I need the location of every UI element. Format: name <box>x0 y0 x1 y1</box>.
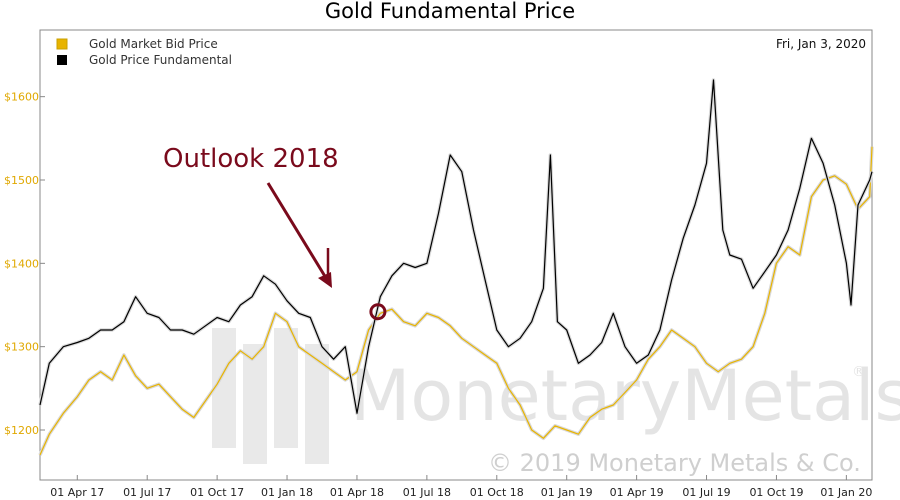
date-label: Fri, Jan 3, 2020 <box>776 37 866 51</box>
y-axis: $1200 $1300 $1400 $1500 $1600 <box>4 91 45 437</box>
legend-label-fundamental: Gold Price Fundamental <box>89 53 232 67</box>
x-tick-label: 01 Jan 18 <box>261 486 313 499</box>
watermark: MonetaryMetals ® <box>212 328 900 464</box>
watermark-brand: MonetaryMetals <box>350 355 900 437</box>
x-tick-label: 01 Jan 20 <box>820 486 872 499</box>
series-lines <box>38 78 874 456</box>
legend: Gold Market Bid Price Gold Price Fundame… <box>56 37 232 67</box>
annotation-text: Outlook 2018 <box>163 144 339 174</box>
legend-swatch-fundamental <box>57 55 67 65</box>
legend-swatch-bid <box>56 38 68 50</box>
y-tick-label: $1200 <box>4 424 39 437</box>
watermark-registered: ® <box>852 364 866 380</box>
plot-area <box>39 29 873 481</box>
annotation-arrow <box>266 182 328 279</box>
watermark-copyright: © 2019 Monetary Metals & Co. <box>488 449 861 477</box>
x-axis: 01 Apr 17 01 Jul 17 01 Oct 17 01 Jan 18 01 A… <box>50 475 872 499</box>
x-tick-label: 01 Jul 17 <box>123 486 171 499</box>
annotation: Outlook 2018 <box>163 144 387 321</box>
x-tick-label: 01 Apr 19 <box>610 486 664 499</box>
x-tick-label: 01 Apr 18 <box>330 486 384 499</box>
x-tick-label: 01 Jul 18 <box>403 486 451 499</box>
x-tick-label: 01 Oct 17 <box>190 486 244 499</box>
x-tick-label: 01 Apr 17 <box>50 486 104 499</box>
y-tick-label: $1600 <box>4 91 39 104</box>
chart-title: Gold Fundamental Price <box>325 0 575 23</box>
watermark-logo-icon <box>212 328 329 464</box>
x-tick-label: 01 Jan 19 <box>541 486 593 499</box>
x-tick-label: 01 Oct 18 <box>470 486 524 499</box>
legend-label-bid: Gold Market Bid Price <box>89 37 218 51</box>
series-line-fundamental <box>39 79 873 414</box>
y-tick-label: $1300 <box>4 341 39 354</box>
y-tick-label: $1400 <box>4 257 39 270</box>
x-tick-label: 01 Oct 19 <box>749 486 803 499</box>
annotation-marker <box>369 303 387 321</box>
series-line-bid-price <box>39 146 873 456</box>
x-tick-label: 01 Jul 19 <box>682 486 730 499</box>
y-tick-label: $1500 <box>4 174 39 187</box>
